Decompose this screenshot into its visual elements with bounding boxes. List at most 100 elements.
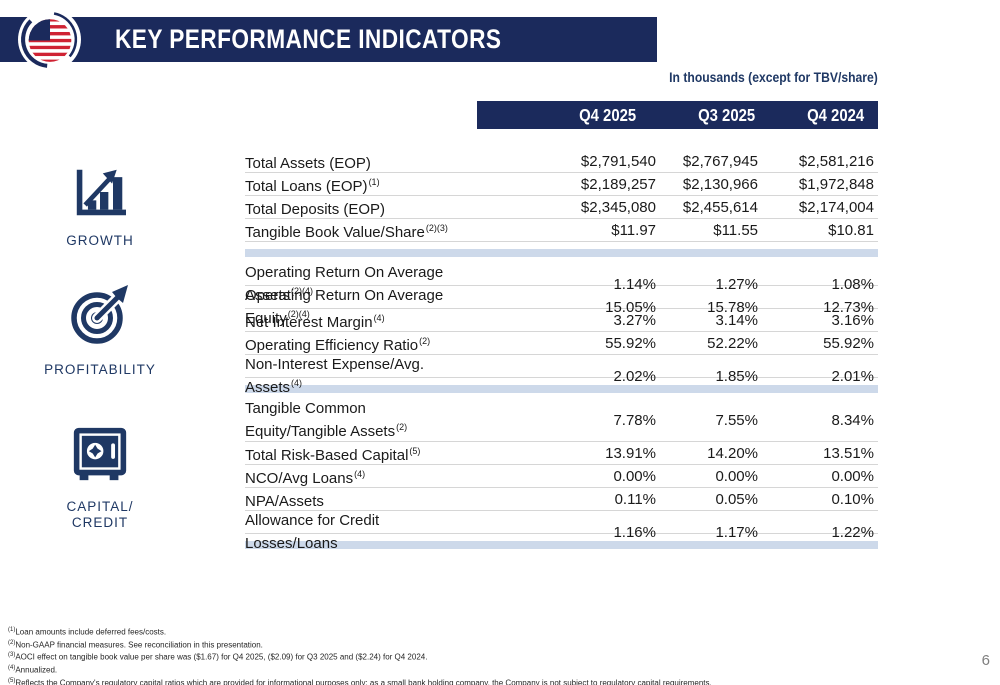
row-label: Total Risk-Based Capital(5) — [245, 442, 477, 465]
row-label-text: Total Risk-Based Capital — [245, 447, 409, 464]
cell-q4-2025: $11.97 — [611, 222, 656, 239]
cell-q4-2024: $2,174,004 — [798, 199, 874, 216]
row-label-text: Total Loans (EOP) — [245, 178, 368, 195]
footnote-1: (1)Loan amounts include deferred fees/co… — [8, 625, 968, 638]
footnote-3: (3)AOCI effect on tangible book value pe… — [8, 650, 968, 663]
cell-q4-2025: $2,791,540 — [580, 153, 656, 170]
cell-q3-2025: 1.17% — [715, 523, 758, 541]
footnote-5-marker: (5) — [8, 677, 16, 684]
table-row-total-assets: Total Assets (EOP) $2,791,540 $2,767,945… — [245, 150, 878, 173]
cell-q4-2024: 2.01% — [831, 367, 874, 385]
table-row-nco-avg-loans: NCO/Avg Loans(4) 0.00% 0.00% 0.00% — [245, 465, 878, 488]
row-label: Total Deposits (EOP) — [245, 196, 477, 219]
cell-q4-2025: $2,189,257 — [580, 176, 656, 193]
table-row-efficiency-ratio: Operating Efficiency Ratio(2) 55.92% 52.… — [245, 332, 878, 355]
footnote-3-text: AOCI effect on tangible book value per s… — [15, 652, 428, 662]
slide-title: KEY PERFORMANCE INDICATORS — [115, 24, 502, 54]
cell-q4-2025: 7.78% — [613, 411, 656, 429]
footnote-4: (4)Annualized. — [8, 663, 968, 676]
row-label-text: Operating Efficiency Ratio — [245, 337, 419, 354]
column-header-q4-2024-label: Q4 2024 — [806, 104, 864, 125]
cell-q3-2025: $2,130,966 — [682, 176, 758, 193]
cell-q4-2024: 1.08% — [831, 275, 874, 293]
cell-q3-2025: 14.20% — [707, 445, 758, 462]
growth-section-block: GROWTH — [20, 166, 180, 249]
units-note: In thousands (except for TBV/share) — [477, 70, 878, 85]
cell-q4-2025: $2,345,080 — [580, 199, 656, 216]
footnote-ref: (1) — [368, 177, 380, 187]
growth-bar-chart-icon — [76, 169, 126, 216]
row-label: Net Interest Margin(4) — [245, 309, 477, 332]
cell-q3-2025: 0.00% — [715, 468, 758, 485]
cell-q3-2025: $2,455,614 — [682, 199, 758, 216]
row-label-text: Operating Return On Average Assets — [245, 264, 444, 304]
cell-q4-2025: 55.92% — [605, 335, 656, 352]
cell-q3-2025: $11.55 — [713, 222, 758, 239]
footnote-1-marker: (1) — [8, 627, 16, 633]
cell-q4-2025: 3.27% — [613, 312, 656, 329]
table-row-return-on-avg-equity: Operating Return On Average Equity(2)(4)… — [245, 286, 878, 327]
cell-q3-2025: 1.85% — [715, 367, 758, 385]
row-label: NCO/Avg Loans(4) — [245, 465, 477, 488]
cell-q3-2025: $2,767,945 — [682, 153, 758, 170]
table-row-total-deposits: Total Deposits (EOP) $2,345,080 $2,455,6… — [245, 196, 878, 219]
row-label: Tangible Book Value/Share(2)(3) — [245, 219, 477, 242]
growth-label: GROWTH — [66, 233, 134, 248]
footnotes: (1)Loan amounts include deferred fees/co… — [8, 625, 968, 685]
cell-q4-2024: $1,972,848 — [798, 176, 874, 193]
footnote-ref: (4) — [291, 378, 303, 388]
row-label-text: Net Interest Margin — [245, 314, 373, 331]
footnote-ref: (2)(4) — [287, 309, 310, 319]
cell-q3-2025: 52.22% — [707, 335, 758, 352]
row-label-text: Tangible Common Equity/Tangible Assets — [245, 400, 396, 440]
cell-q4-2024: $2,581,216 — [798, 153, 874, 170]
column-header-q3-2025: Q3 2025 — [660, 105, 762, 126]
cell-q4-2025: 0.11% — [614, 491, 656, 508]
title-banner: KEY PERFORMANCE INDICATORS — [0, 17, 657, 62]
footnote-ref: (2) — [396, 422, 408, 432]
kpi-table: Total Assets (EOP) $2,791,540 $2,767,945… — [245, 150, 878, 555]
safe-vault-icon — [73, 427, 127, 481]
row-label: Operating Return On Average Assets(2)(4) — [245, 263, 477, 305]
table-row-tangible-book-value: Tangible Book Value/Share(2)(3) $11.97 $… — [245, 219, 878, 242]
cell-q4-2025: 2.02% — [613, 367, 656, 385]
footnote-5: (5)Reflects the Company's regulatory cap… — [8, 676, 968, 685]
section-divider — [245, 541, 878, 549]
cell-q4-2024: 8.34% — [831, 411, 874, 429]
column-header-q4-2024: Q4 2024 — [762, 105, 878, 126]
capital-credit-label: CAPITAL/ CREDIT — [66, 499, 134, 530]
cell-q3-2025: 1.27% — [715, 275, 758, 293]
column-header-q3-2025-label: Q3 2025 — [697, 104, 755, 125]
capital-credit-section-block: CAPITAL/ CREDIT — [20, 424, 180, 531]
profitability-section-block: PROFITABILITY — [20, 283, 180, 378]
cell-q4-2024: 55.92% — [823, 335, 874, 352]
footnote-3-marker: (3) — [8, 652, 16, 659]
row-label-text: Total Deposits (EOP) — [245, 201, 386, 218]
table-column-header-bar: Q4 2025 Q3 2025 Q4 2024 — [477, 101, 878, 129]
cell-q4-2024: 1.22% — [831, 523, 874, 541]
cell-q4-2024: 0.00% — [831, 468, 874, 485]
column-header-q4-2025: Q4 2025 — [477, 105, 660, 126]
page-number: 6 — [981, 652, 990, 669]
footnote-ref: (4) — [373, 313, 385, 323]
cell-q4-2024: 0.10% — [831, 491, 874, 508]
table-row-total-loans: Total Loans (EOP)(1) $2,189,257 $2,130,9… — [245, 173, 878, 196]
row-label: Tangible Common Equity/Tangible Assets(2… — [245, 399, 477, 441]
cell-q4-2024: 12.73% — [823, 298, 874, 316]
row-label: NPA/Assets — [245, 488, 477, 511]
cell-q3-2025: 0.05% — [715, 491, 758, 508]
row-label-text: Tangible Book Value/Share — [245, 224, 425, 241]
table-row-tce-ta: Tangible Common Equity/Tangible Assets(2… — [245, 399, 878, 442]
table-row-net-interest-margin: Net Interest Margin(4) 3.27% 3.14% 3.16% — [245, 309, 878, 332]
row-label: Non-Interest Expense/Avg. Assets(4) — [245, 355, 477, 397]
footnote-4-marker: (4) — [8, 664, 16, 671]
cell-q4-2024: $10.81 — [828, 222, 874, 239]
row-label: Operating Efficiency Ratio(2) — [245, 332, 477, 355]
profitability-label: PROFITABILITY — [44, 362, 156, 377]
cell-q4-2025: 13.91% — [605, 445, 656, 462]
row-label-text: NPA/Assets — [245, 493, 324, 510]
cell-q4-2024: 13.51% — [823, 445, 874, 462]
table-row-total-risk-based-capital: Total Risk-Based Capital(5) 13.91% 14.20… — [245, 442, 878, 465]
row-label: Total Assets (EOP) — [245, 150, 477, 173]
